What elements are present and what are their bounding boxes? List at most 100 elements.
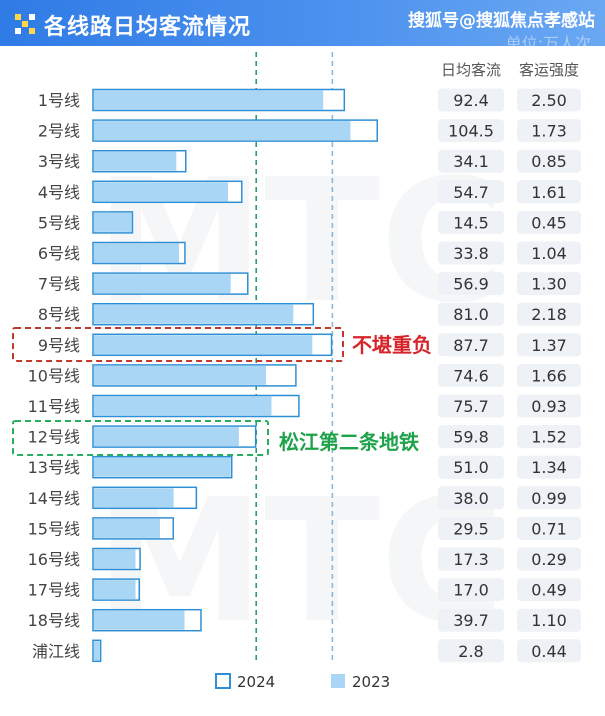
ridership-pill — [438, 639, 504, 663]
ridership-value: 38.0 — [453, 489, 489, 508]
category-label: 13号线 — [28, 458, 80, 477]
intensity-value: 1.30 — [531, 275, 567, 294]
intensity-pill — [517, 516, 581, 540]
intensity-value: 1.04 — [531, 244, 567, 263]
chart-title: 各线路日均客流情况 — [44, 15, 252, 40]
annotation-heavy-load: 不堪重负 — [352, 333, 432, 357]
intensity-pill — [517, 363, 581, 387]
ridership-pill — [438, 333, 504, 357]
ridership-value: 17.0 — [453, 581, 489, 600]
ridership-value: 29.5 — [453, 519, 489, 538]
intensity-pill — [517, 486, 581, 510]
intensity-value: 0.93 — [531, 397, 567, 416]
bars — [92, 88, 378, 663]
legend-swatch-2024 — [215, 673, 231, 689]
bar-2023 — [94, 151, 177, 171]
bar-2023 — [94, 182, 228, 202]
bar-2023 — [94, 427, 239, 447]
ridership-pill — [438, 394, 504, 418]
intensity-value: 1.10 — [531, 611, 567, 630]
ridership-value: 59.8 — [453, 428, 489, 447]
column-header-ridership: 日均客流 — [441, 61, 501, 79]
ridership-pill — [438, 302, 504, 326]
column-header-intensity: 客运强度 — [519, 61, 579, 79]
intensity-value: 1.66 — [531, 366, 567, 385]
ridership-pill — [438, 119, 504, 143]
intensity-value: 2.18 — [531, 305, 567, 324]
ridership-pill — [438, 88, 504, 112]
category-label: 14号线 — [28, 489, 80, 508]
bar-2023 — [94, 121, 351, 141]
heavy-load-box — [12, 327, 344, 362]
category-label: 17号线 — [28, 581, 80, 600]
intensity-pill — [517, 88, 581, 112]
category-labels: 1号线 2号线 3号线 4号线 5号线 6号线 7号线 8号线 9号线 10号线 11号线 12号线 1… — [28, 91, 80, 661]
intensity-value: 0.44 — [531, 642, 567, 661]
ridership-value: 14.5 — [453, 213, 489, 232]
intensity-pill — [517, 302, 581, 326]
ridership-value: 51.0 — [453, 458, 489, 477]
category-label: 1号线 — [38, 91, 80, 110]
intensity-value: 0.49 — [531, 581, 567, 600]
bar-2023 — [94, 641, 100, 661]
bar-2023 — [94, 396, 272, 416]
ridership-pill — [438, 486, 504, 510]
intensity-value: 1.61 — [531, 183, 567, 202]
watermark-text: 搜狐号@搜狐焦点孝感站 — [408, 11, 595, 31]
ridership-value: 34.1 — [453, 152, 489, 171]
category-label: 3号线 — [38, 152, 80, 171]
category-label: 5号线 — [38, 213, 80, 232]
bar-2023 — [94, 365, 267, 385]
ridership-value: 87.7 — [453, 336, 489, 355]
category-label: 8号线 — [38, 305, 80, 324]
intensity-value: 2.50 — [531, 91, 567, 110]
intensity-pill — [517, 394, 581, 418]
ridership-pill — [438, 608, 504, 632]
category-label: 15号线 — [28, 519, 80, 538]
intensity-pill — [517, 119, 581, 143]
ridership-value: 2.8 — [458, 642, 483, 661]
category-label: 10号线 — [28, 366, 80, 385]
intensity-pill — [517, 180, 581, 204]
ridership-value: 75.7 — [453, 397, 489, 416]
ridership-value: 74.6 — [453, 366, 489, 385]
value-columns: 日均客流 客运强度 92.4 2.50 104.5 1.73 34.1 0.85 54.7 1… — [438, 61, 581, 663]
intensity-pill — [517, 210, 581, 234]
intensity-value: 1.34 — [531, 458, 567, 477]
legend-label-2023: 2023 — [352, 673, 390, 691]
intensity-value: 1.37 — [531, 336, 567, 355]
highlight-boxes — [12, 327, 344, 456]
reference-lines — [255, 52, 334, 662]
legend-swatch-2023 — [331, 674, 345, 688]
category-label: 4号线 — [38, 183, 80, 202]
bar-2023 — [94, 243, 180, 263]
bar-2023 — [94, 610, 185, 630]
category-label: 7号线 — [38, 275, 80, 294]
ridership-value: 39.7 — [453, 611, 489, 630]
intensity-pill — [517, 333, 581, 357]
bar-2023 — [94, 457, 231, 477]
ridership-pill — [438, 425, 504, 449]
ridership-value: 17.3 — [453, 550, 489, 569]
legend-label-2024: 2024 — [237, 673, 275, 691]
category-label: 2号线 — [38, 122, 80, 141]
intensity-pill — [517, 272, 581, 296]
category-label: 16号线 — [28, 550, 80, 569]
intensity-pill — [517, 149, 581, 173]
intensity-pill — [517, 608, 581, 632]
ridership-value: 33.8 — [453, 244, 489, 263]
unit-label: 单位:万人次 — [505, 34, 591, 46]
intensity-value: 1.52 — [531, 428, 567, 447]
category-label: 11号线 — [28, 397, 80, 416]
grid-logo-icon — [15, 14, 35, 34]
intensity-pill — [517, 639, 581, 663]
intensity-pill — [517, 241, 581, 265]
intensity-pill — [517, 455, 581, 479]
intensity-value: 0.99 — [531, 489, 567, 508]
bar-2023 — [94, 304, 294, 324]
bar-2023 — [94, 90, 324, 110]
ridership-value: 92.4 — [453, 91, 489, 110]
bar-2023 — [94, 518, 160, 538]
ridership-value: 104.5 — [448, 122, 494, 141]
